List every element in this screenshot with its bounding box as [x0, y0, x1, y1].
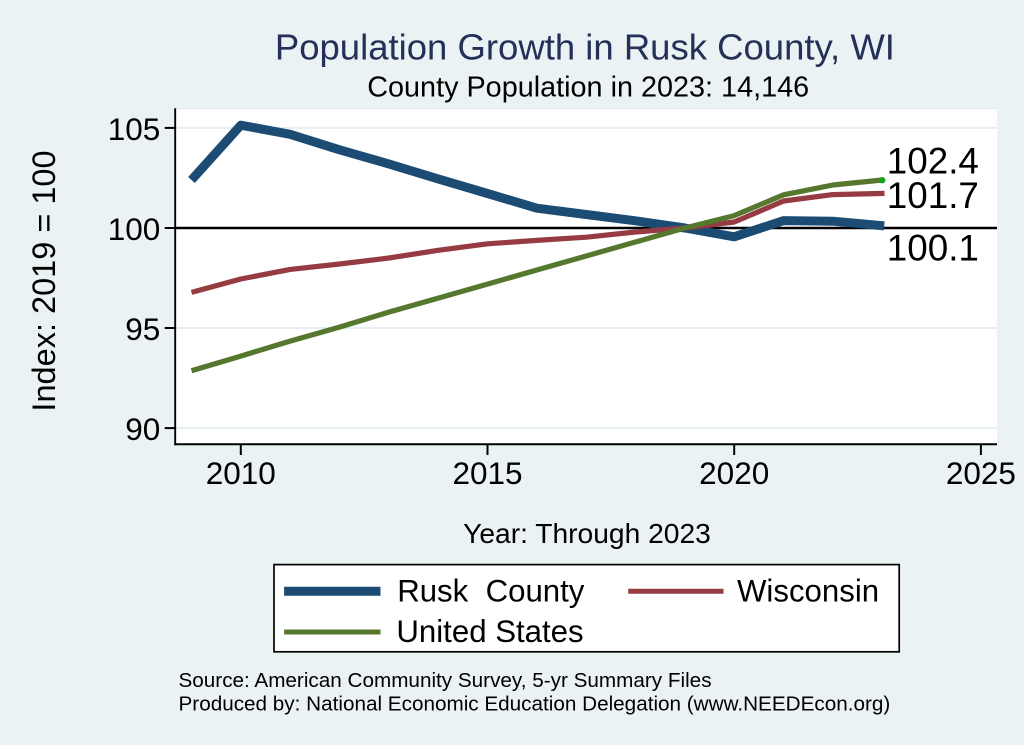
- svg-text:2025: 2025: [946, 455, 1016, 491]
- svg-text:101.7: 101.7: [887, 175, 979, 216]
- svg-text:Source: American Community Sur: Source: American Community Survey, 5-yr …: [179, 669, 712, 692]
- svg-text:105: 105: [108, 111, 161, 147]
- svg-text:County Population in 2023: 14,: County Population in 2023: 14,146: [367, 72, 809, 104]
- svg-text:Population Growth in Rusk Coun: Population Growth in Rusk County, WI: [275, 27, 895, 68]
- svg-text:2015: 2015: [452, 455, 522, 491]
- svg-text:Year: Through 2023: Year: Through 2023: [463, 517, 711, 549]
- svg-text:100.1: 100.1: [887, 228, 979, 269]
- svg-text:2020: 2020: [699, 455, 769, 491]
- svg-text:Index: 2019 = 100: Index: 2019 = 100: [26, 150, 62, 411]
- svg-text:90: 90: [125, 411, 160, 447]
- svg-text:United States: United States: [396, 614, 583, 649]
- svg-text:Rusk County: Rusk County: [397, 574, 585, 609]
- svg-text:2010: 2010: [206, 455, 276, 491]
- svg-text:Wisconsin: Wisconsin: [737, 574, 879, 609]
- svg-text:95: 95: [125, 311, 160, 347]
- svg-text:100: 100: [108, 211, 161, 247]
- svg-text:102.4: 102.4: [887, 141, 979, 182]
- svg-text:Produced by: National Economic: Produced by: National Economic Education…: [179, 693, 891, 716]
